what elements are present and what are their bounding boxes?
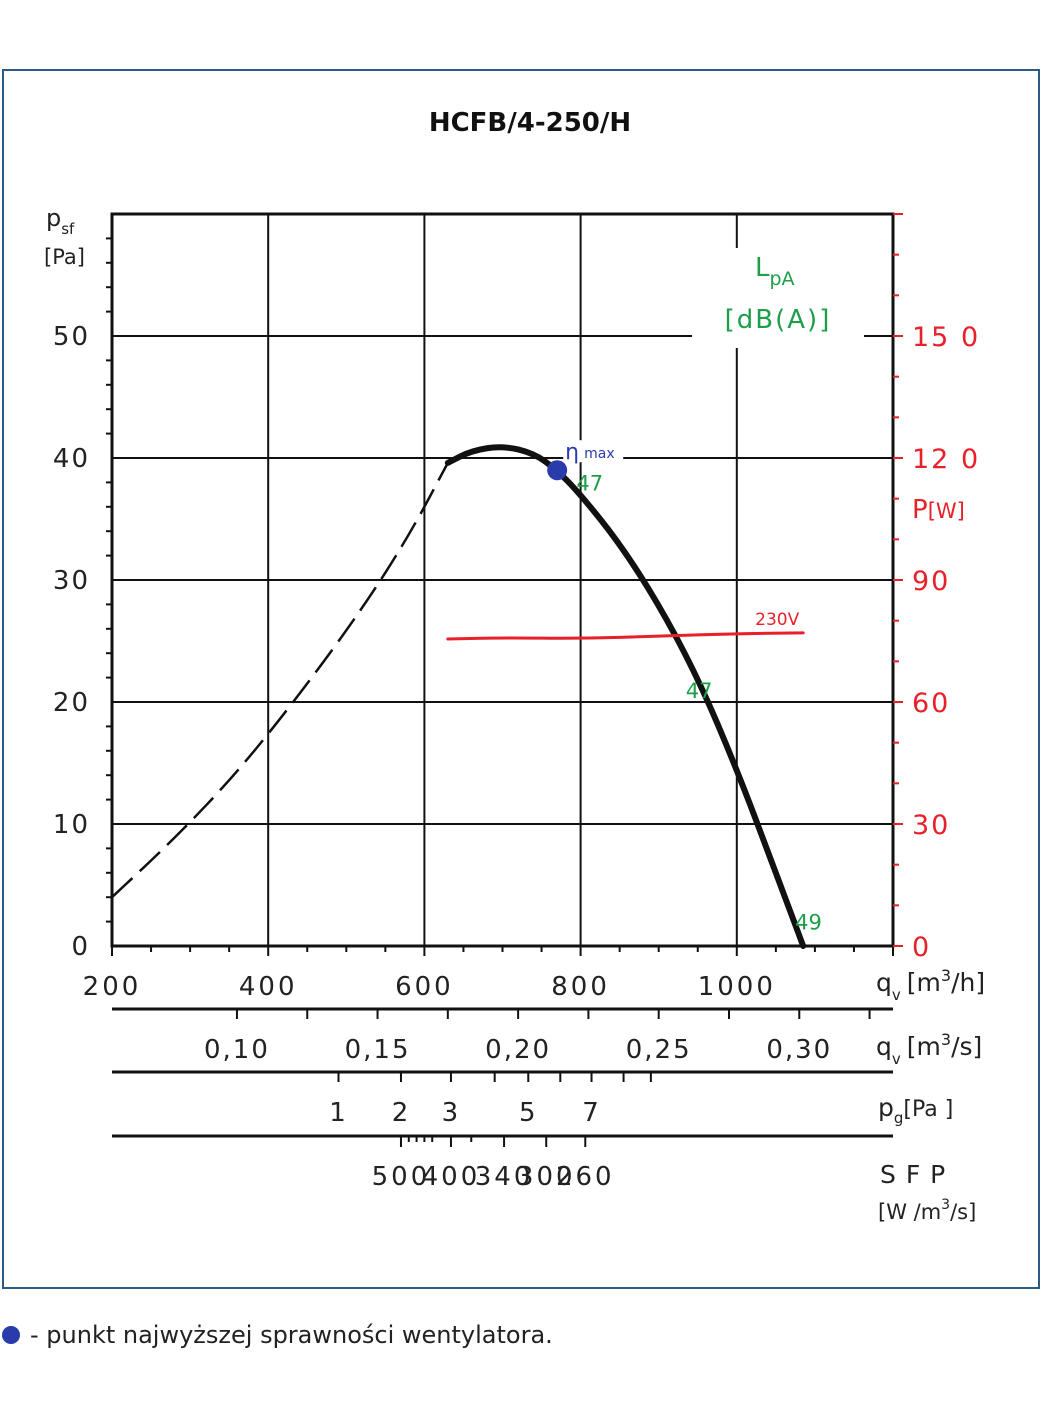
noise-level-label: 47 (686, 679, 713, 703)
qvs-tick-label: 0,25 (626, 1035, 692, 1065)
y-tick-label: 0 (71, 932, 90, 962)
x-tick-label: 400 (239, 972, 298, 1002)
y-tick-label: 10 (53, 810, 90, 840)
eta-max-label: η (565, 440, 579, 465)
qvs-axis-label: qv [m3/s] (876, 1030, 982, 1068)
power-axis-label: P[W] (912, 495, 965, 525)
pressure-curve-unstable (111, 462, 449, 899)
eta-max-label-sup: max (584, 446, 615, 462)
eta-max-point (547, 460, 568, 481)
power-tick-label: 90 (912, 566, 950, 597)
pg-tick-label: 1 (329, 1098, 346, 1128)
qvs-tick-label: 0,15 (345, 1035, 411, 1065)
pg-tick-label: 7 (582, 1098, 599, 1128)
power-curve-230v (446, 631, 805, 641)
x-tick-label: 600 (395, 972, 454, 1002)
footnote: - punkt najwyższej sprawności wentylator… (0, 1318, 553, 1352)
qvs-tick-label: 0,10 (204, 1035, 270, 1065)
sfp-tick-label: 400 (422, 1162, 481, 1192)
sfp-axis-label: S F P (880, 1160, 946, 1189)
footnote-text: - punkt najwyższej sprawności wentylator… (30, 1321, 553, 1349)
x-tick-label: 1000 (698, 972, 776, 1002)
power-series-label: 230V (755, 610, 799, 630)
fan-performance-chart: HCFB/4-250/H psf [Pa] LpA [dB(A)] P[W] 0… (44, 108, 985, 1224)
noise-axis-label: LpA (755, 253, 795, 290)
y-axis-label: psf (46, 204, 75, 238)
x-tick-label: 800 (551, 972, 610, 1002)
noise-level-label: 49 (795, 911, 822, 935)
y-tick-label: 40 (53, 444, 90, 474)
power-tick-label: 0 (912, 932, 931, 963)
pressure-curve (444, 444, 807, 949)
sfp-tick-label: 340 (475, 1162, 534, 1192)
power-tick-label: 60 (912, 688, 950, 719)
sfp-tick-label: 300 (517, 1162, 576, 1192)
noise-legend-bg (692, 248, 864, 348)
pg-axis-label: pg[Pa ] (878, 1093, 953, 1127)
y-tick-label: 20 (53, 688, 90, 718)
eta-max-legend-dot (2, 1326, 20, 1344)
power-tick-label: 15 0 (912, 322, 980, 353)
x-axis-label: qv [m3/h] (876, 966, 985, 1004)
qvs-tick-label: 0,30 (766, 1035, 832, 1065)
pg-tick-label: 3 (442, 1098, 459, 1128)
x-tick-label: 200 (83, 972, 142, 1002)
sfp-tick-label: 500 (372, 1162, 431, 1192)
power-tick-label: 30 (912, 810, 950, 841)
y-axis-unit: [Pa] (44, 245, 85, 269)
pg-tick-label: 5 (519, 1098, 536, 1128)
qvs-tick-label: 0,20 (485, 1035, 551, 1065)
y-tick-label: 30 (53, 566, 90, 596)
chart-frame (2, 69, 1040, 1289)
y-tick-label: 50 (53, 322, 90, 352)
sfp-tick-label: 260 (556, 1162, 615, 1192)
minor-ticks (106, 213, 903, 1147)
noise-axis-unit: [dB(A)] (725, 305, 832, 335)
series-layer (111, 444, 807, 949)
sfp-axis-unit: [W /m3/s] (878, 1197, 976, 1224)
eta-max-label-bg (563, 440, 624, 463)
chart-title: HCFB/4-250/H (429, 108, 631, 138)
noise-level-label: 47 (576, 471, 603, 495)
power-tick-label: 12 0 (912, 444, 980, 475)
pg-tick-label: 2 (392, 1098, 409, 1128)
